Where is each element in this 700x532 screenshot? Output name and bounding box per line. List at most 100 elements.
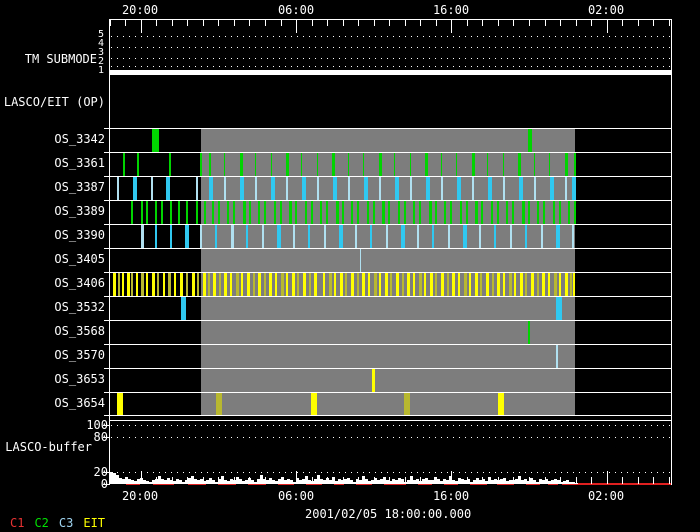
bottom-axis-tick <box>203 477 204 484</box>
buffer-ytick-label: 80 <box>93 430 108 444</box>
buffer-red-baseline-segment <box>334 483 344 485</box>
timeline-mark-os_3361 <box>286 153 289 176</box>
timeline-mark-os_3389 <box>274 201 276 224</box>
timeline-mark-os_3389 <box>357 201 359 224</box>
buffer-red-baseline-segment <box>418 483 432 485</box>
buffer-usage-bar <box>389 481 392 484</box>
buffer-usage-bar <box>191 476 194 484</box>
timeline-mark-os_3406 <box>141 273 144 296</box>
timeline-mark-os_3389 <box>131 201 133 224</box>
buffer-usage-bar <box>320 479 323 484</box>
bottom-axis-tick <box>420 477 421 484</box>
timeline-mark-os_3406 <box>174 273 176 296</box>
timeline-mark-os_3389 <box>574 201 576 224</box>
timeline-mark-os_3361 <box>200 153 202 176</box>
buffer-ytick-label: 0 <box>100 477 108 491</box>
timeline-mark-os_3389 <box>553 201 555 224</box>
buffer-usage-bar <box>203 481 206 484</box>
buffer-usage-bar <box>452 480 455 484</box>
row-label-os_3390: OS_3390 <box>54 228 105 242</box>
timeline-mark-os_3406 <box>503 273 505 296</box>
row-label-os_3570: OS_3570 <box>54 348 105 362</box>
bottom-axis-tick <box>358 477 359 484</box>
timeline-mark-os_3389 <box>243 201 246 224</box>
timeline-mark-os_3361 <box>565 153 568 176</box>
buffer-usage-bar <box>299 480 302 484</box>
timeline-mark-os_3406 <box>192 273 195 296</box>
buffer-usage-bar <box>539 479 542 484</box>
buffer-usage-bar <box>410 476 413 484</box>
timeline-mark-os_3390 <box>370 225 372 248</box>
timeline-mark-os_3390 <box>293 225 295 248</box>
timeline-mark-os_3406 <box>554 273 557 296</box>
buffer-red-baseline-segment <box>188 483 206 485</box>
timeline-mark-os_3387 <box>410 177 412 200</box>
row-separator-line <box>104 224 671 225</box>
buffer-usage-bar <box>509 480 512 484</box>
timeline-mark-os_3406 <box>396 273 399 296</box>
bottom-axis-tick <box>622 477 623 484</box>
buffer-usage-bar <box>488 477 491 484</box>
timeline-mark-os_3390 <box>572 225 574 248</box>
timeline-mark-os_3390 <box>262 225 264 248</box>
tm-submode-level1-bar <box>110 70 671 75</box>
buffer-usage-bar <box>308 480 311 484</box>
timeline-mark-os_3389 <box>280 201 282 224</box>
timeline-mark-os_3389 <box>178 201 180 224</box>
row-separator-line <box>104 128 671 129</box>
timeline-mark-os_3532 <box>181 297 186 320</box>
timeline-mark-os_3389 <box>233 201 235 224</box>
buffer-usage-bar <box>455 481 458 484</box>
buffer-red-baseline-segment <box>497 483 514 485</box>
buffer-usage-bar <box>416 479 419 484</box>
timeline-mark-os_3389 <box>212 201 214 224</box>
timeline-mark-os_3389 <box>196 201 198 224</box>
timeline-mark-os_3406 <box>253 273 255 296</box>
buffer-red-baseline-segment <box>306 483 322 485</box>
buffer-usage-bar <box>197 480 200 484</box>
row-separator-line <box>104 176 671 177</box>
top-axis-tick <box>172 19 173 26</box>
timeline-mark-os_3406 <box>402 273 404 296</box>
buffer-red-baseline-segment <box>278 483 294 485</box>
timeline-mark-os_3361 <box>271 153 272 176</box>
buffer-dotted-gridline <box>111 425 671 426</box>
timeline-mark-os_3654 <box>216 393 222 415</box>
timeline-mark-os_3390 <box>417 225 419 248</box>
buffer-red-baseline-segment <box>470 483 487 485</box>
timeline-mark-os_3406 <box>286 273 288 296</box>
buffer-usage-bar <box>554 479 557 484</box>
timeline-mark-os_3389 <box>204 201 206 224</box>
timeline-mark-os_3406 <box>122 273 124 296</box>
buffer-usage-bar <box>440 481 443 484</box>
timeline-mark-os_3406 <box>236 273 239 296</box>
timeline-mark-os_3406 <box>241 273 243 296</box>
bottom-axis-tick <box>405 477 406 484</box>
buffer-usage-bar <box>335 481 338 484</box>
legend-item-c2: C2 <box>34 516 49 530</box>
buffer-usage-bar <box>209 478 212 484</box>
timeline-mark-os_3406 <box>334 273 336 296</box>
row-label-os_3532: OS_3532 <box>54 300 105 314</box>
timeline-mark-os_3390 <box>339 225 343 248</box>
bottom-axis-tick <box>281 477 282 484</box>
tm-submode-axis-value: 3 <box>98 47 105 58</box>
timeline-mark-os_3390 <box>541 225 543 248</box>
buffer-red-baseline-segment <box>548 483 558 485</box>
top-axis-tick <box>281 19 282 26</box>
legend-item-c3: C3 <box>58 516 74 530</box>
lasco-eit-label: LASCO/EIT (OP) <box>3 95 105 109</box>
timeline-mark-os_3389 <box>258 201 260 224</box>
buffer-usage-bar <box>278 479 281 484</box>
buffer-usage-bar <box>230 479 233 484</box>
timeline-mark-os_3361 <box>503 153 504 176</box>
timeline-mark-os_3406 <box>146 273 148 296</box>
timeline-mark-os_3389 <box>170 201 172 224</box>
timeline-mark-os_3406 <box>542 273 545 296</box>
timeline-mark-os_3390 <box>231 225 234 248</box>
timeline-mark-os_3390 <box>185 225 189 248</box>
buffer-usage-bar <box>164 480 167 484</box>
timeline-mark-os_3390 <box>246 225 248 248</box>
timeline-mark-os_3389 <box>367 201 369 224</box>
timeline-mark-os_3390 <box>432 225 434 248</box>
